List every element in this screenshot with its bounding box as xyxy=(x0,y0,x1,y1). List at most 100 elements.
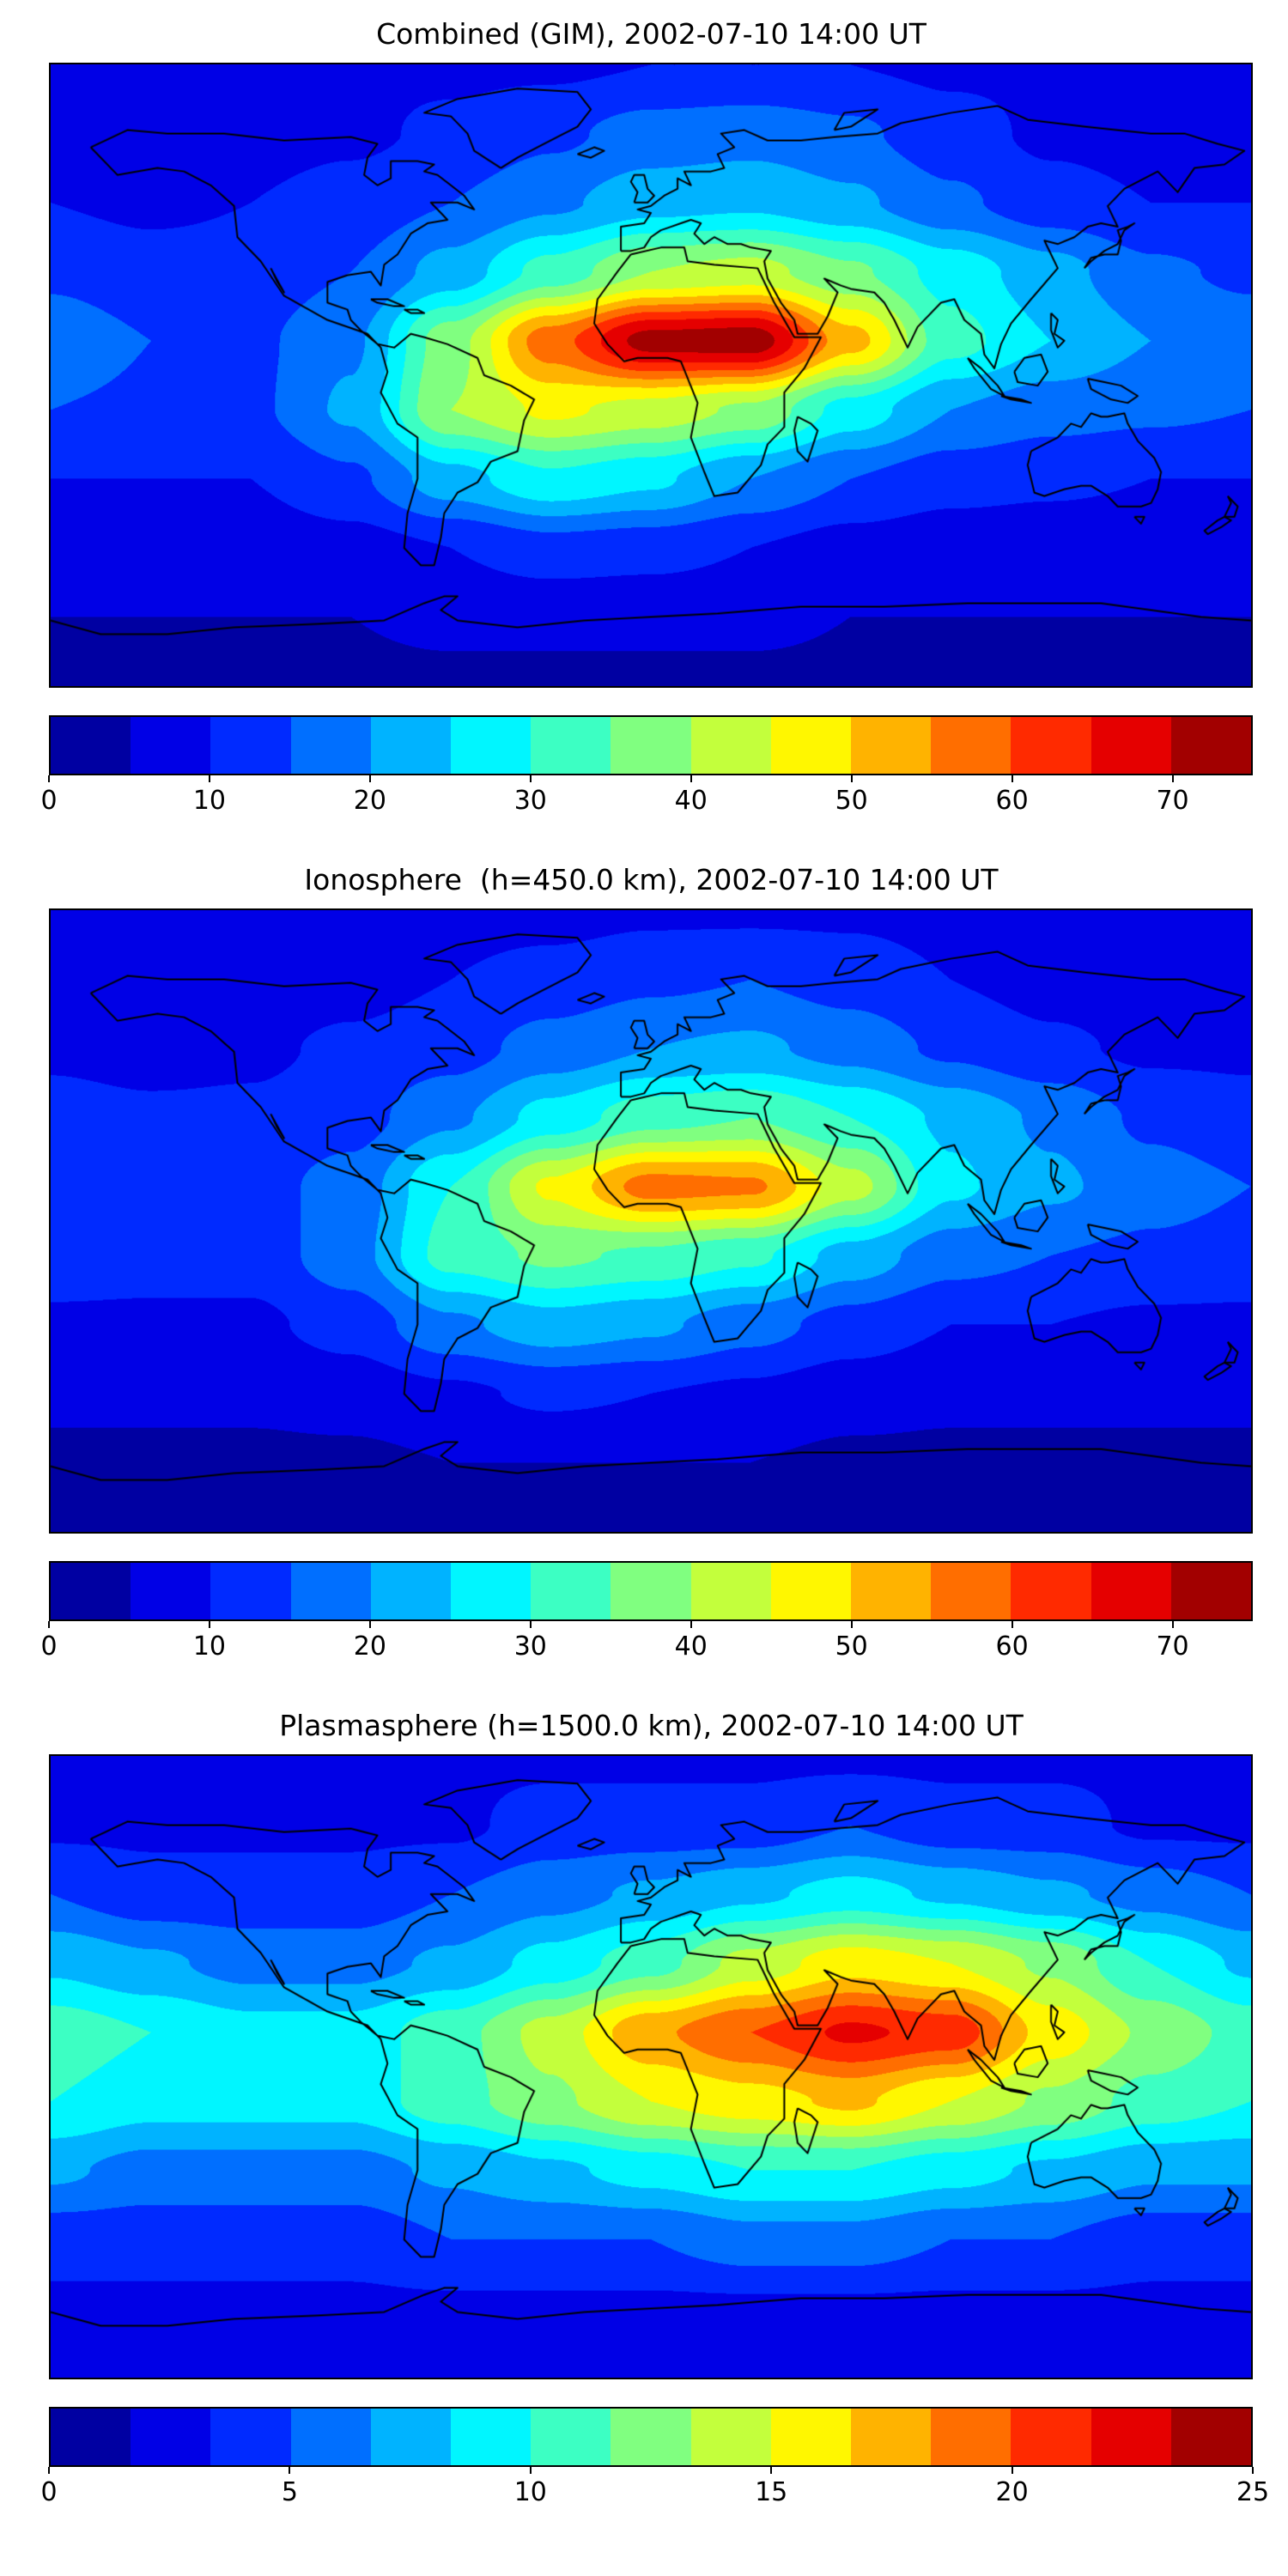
panel-title-combined: Combined (GIM), 2002-07-10 14:00 UT xyxy=(376,17,927,51)
colorbar-segment xyxy=(931,1563,1012,1619)
colorbar-tick-label: 20 xyxy=(353,1631,386,1662)
colorbar-segment xyxy=(290,1563,371,1619)
colorbar-tick-label: 0 xyxy=(40,786,58,816)
colorbar-tickmark xyxy=(850,775,853,782)
colorbar-tick-label: 50 xyxy=(835,1631,868,1662)
panel-title-plasmasphere: Plasmasphere (h=1500.0 km), 2002-07-10 1… xyxy=(279,1709,1024,1742)
colorbar-segment xyxy=(370,2409,452,2465)
colorbar-tick-label: 20 xyxy=(995,2477,1029,2507)
colorbar-segment xyxy=(1091,2409,1171,2465)
colorbar-segment xyxy=(611,1563,691,1619)
colorbar-segment xyxy=(131,717,211,774)
colorbar-tickmark xyxy=(1011,2467,1013,2474)
colorbar-tickmark xyxy=(690,775,692,782)
colorbar-segment xyxy=(451,2409,532,2465)
colorbar-segment xyxy=(1170,717,1252,774)
colorbar-tick-label: 10 xyxy=(192,786,227,816)
colorbar-tick-label: 10 xyxy=(192,1631,227,1662)
colorbar-segment xyxy=(1091,1563,1171,1619)
colorbar-tickmark xyxy=(368,775,371,782)
colorbar-ticks-combined: 0 10 20 30 40 50 60 70 xyxy=(40,775,1253,823)
colorbar-tickmark xyxy=(368,1621,371,1628)
colorbar-tick-label: 25 xyxy=(1236,2477,1270,2507)
colorbar-segment xyxy=(531,717,611,774)
colorbar-tickmark xyxy=(1011,775,1013,782)
colorbar-tick-label: 40 xyxy=(674,1631,708,1662)
colorbar-segment xyxy=(290,717,371,774)
colorbar-tick-label: 70 xyxy=(1156,1631,1189,1662)
colorbar-segment xyxy=(131,1563,211,1619)
colorbar-tick-label: 60 xyxy=(995,1631,1029,1662)
colorbar-segment xyxy=(690,2409,771,2465)
colorbar-tickmark xyxy=(48,1621,50,1628)
colorbar-tick-label: 70 xyxy=(1156,786,1189,816)
colorbar-tickmark xyxy=(289,2467,291,2474)
colorbar-segment xyxy=(370,717,452,774)
colorbar-tickmark xyxy=(1171,1621,1174,1628)
map-canvas-plasmasphere xyxy=(49,1754,1253,2379)
colorbar-tick-label: 30 xyxy=(513,1631,547,1662)
colorbar-tickmark xyxy=(770,2467,773,2474)
colorbar-segment xyxy=(131,2409,211,2465)
colorbar-tick-label: 50 xyxy=(835,786,868,816)
colorbar-segment xyxy=(851,2409,932,2465)
colorbar-segment xyxy=(51,1563,131,1619)
colorbar-segment xyxy=(690,1563,771,1619)
colorbar-tick-label: 40 xyxy=(674,786,708,816)
colorbar-tickmark xyxy=(529,1621,532,1628)
colorbar-segment xyxy=(611,717,691,774)
panel-title-ionosphere: Ionosphere (h=450.0 km), 2002-07-10 14:0… xyxy=(304,863,999,896)
figure: Combined (GIM), 2002-07-10 14:00 UT 0 10 2… xyxy=(40,17,1269,2515)
colorbar-ticks-plasmasphere: 0 5 10 15 20 25 xyxy=(40,2467,1269,2515)
colorbar-segment xyxy=(210,1563,291,1619)
colorbar-tickmark xyxy=(1252,2467,1254,2474)
colorbar-tick-label: 0 xyxy=(40,2477,58,2507)
panel-combined-gim: Combined (GIM), 2002-07-10 14:00 UT 0 10 2… xyxy=(40,17,1254,823)
colorbar-segment xyxy=(851,717,932,774)
colorbar-segment xyxy=(1011,2409,1091,2465)
map-canvas-ionosphere xyxy=(49,908,1253,1534)
colorbar-segment xyxy=(931,2409,1012,2465)
colorbar-segment xyxy=(1170,2409,1252,2465)
colorbar-segment xyxy=(1011,717,1091,774)
colorbar-segment xyxy=(851,1563,932,1619)
colorbar-tickmark xyxy=(1171,775,1174,782)
colorbar-tick-label: 5 xyxy=(281,2477,298,2507)
colorbar-segment xyxy=(770,717,852,774)
colorbar-tickmark xyxy=(48,775,50,782)
colorbar-ionosphere xyxy=(49,1561,1253,1621)
colorbar-segment xyxy=(1091,717,1171,774)
colorbar-tickmark xyxy=(690,1621,692,1628)
colorbar-tickmark xyxy=(208,1621,210,1628)
colorbar-segment xyxy=(210,717,291,774)
colorbar-tick-label: 30 xyxy=(513,786,547,816)
colorbar-segment xyxy=(290,2409,371,2465)
colorbar-segment xyxy=(770,1563,852,1619)
colorbar-segment xyxy=(370,1563,452,1619)
colorbar-segment xyxy=(451,717,532,774)
colorbar-tick-label: 0 xyxy=(40,1631,58,1662)
map-canvas-combined xyxy=(49,63,1253,688)
colorbar-segment xyxy=(451,1563,532,1619)
colorbar-segment xyxy=(531,2409,611,2465)
colorbar-segment xyxy=(1170,1563,1252,1619)
colorbar-plasmasphere xyxy=(49,2407,1253,2467)
colorbar-segment xyxy=(1011,1563,1091,1619)
colorbar-tick-label: 15 xyxy=(755,2477,788,2507)
colorbar-segment xyxy=(690,717,771,774)
colorbar-tickmark xyxy=(529,775,532,782)
panel-plasmasphere: Plasmasphere (h=1500.0 km), 2002-07-10 1… xyxy=(40,1709,1269,2515)
colorbar-segment xyxy=(531,1563,611,1619)
colorbar-ticks-ionosphere: 0 10 20 30 40 50 60 70 xyxy=(40,1621,1253,1669)
colorbar-tickmark xyxy=(208,775,210,782)
colorbar-tickmark xyxy=(1011,1621,1013,1628)
colorbar-segment xyxy=(931,717,1012,774)
colorbar-tickmark xyxy=(850,1621,853,1628)
colorbar-tickmark xyxy=(529,2467,532,2474)
colorbar-tickmark xyxy=(48,2467,50,2474)
colorbar-tick-label: 20 xyxy=(353,786,386,816)
panel-ionosphere: Ionosphere (h=450.0 km), 2002-07-10 14:0… xyxy=(40,863,1254,1669)
colorbar-segment xyxy=(51,717,131,774)
colorbar-segment xyxy=(210,2409,291,2465)
colorbar-tick-label: 10 xyxy=(513,2477,547,2507)
